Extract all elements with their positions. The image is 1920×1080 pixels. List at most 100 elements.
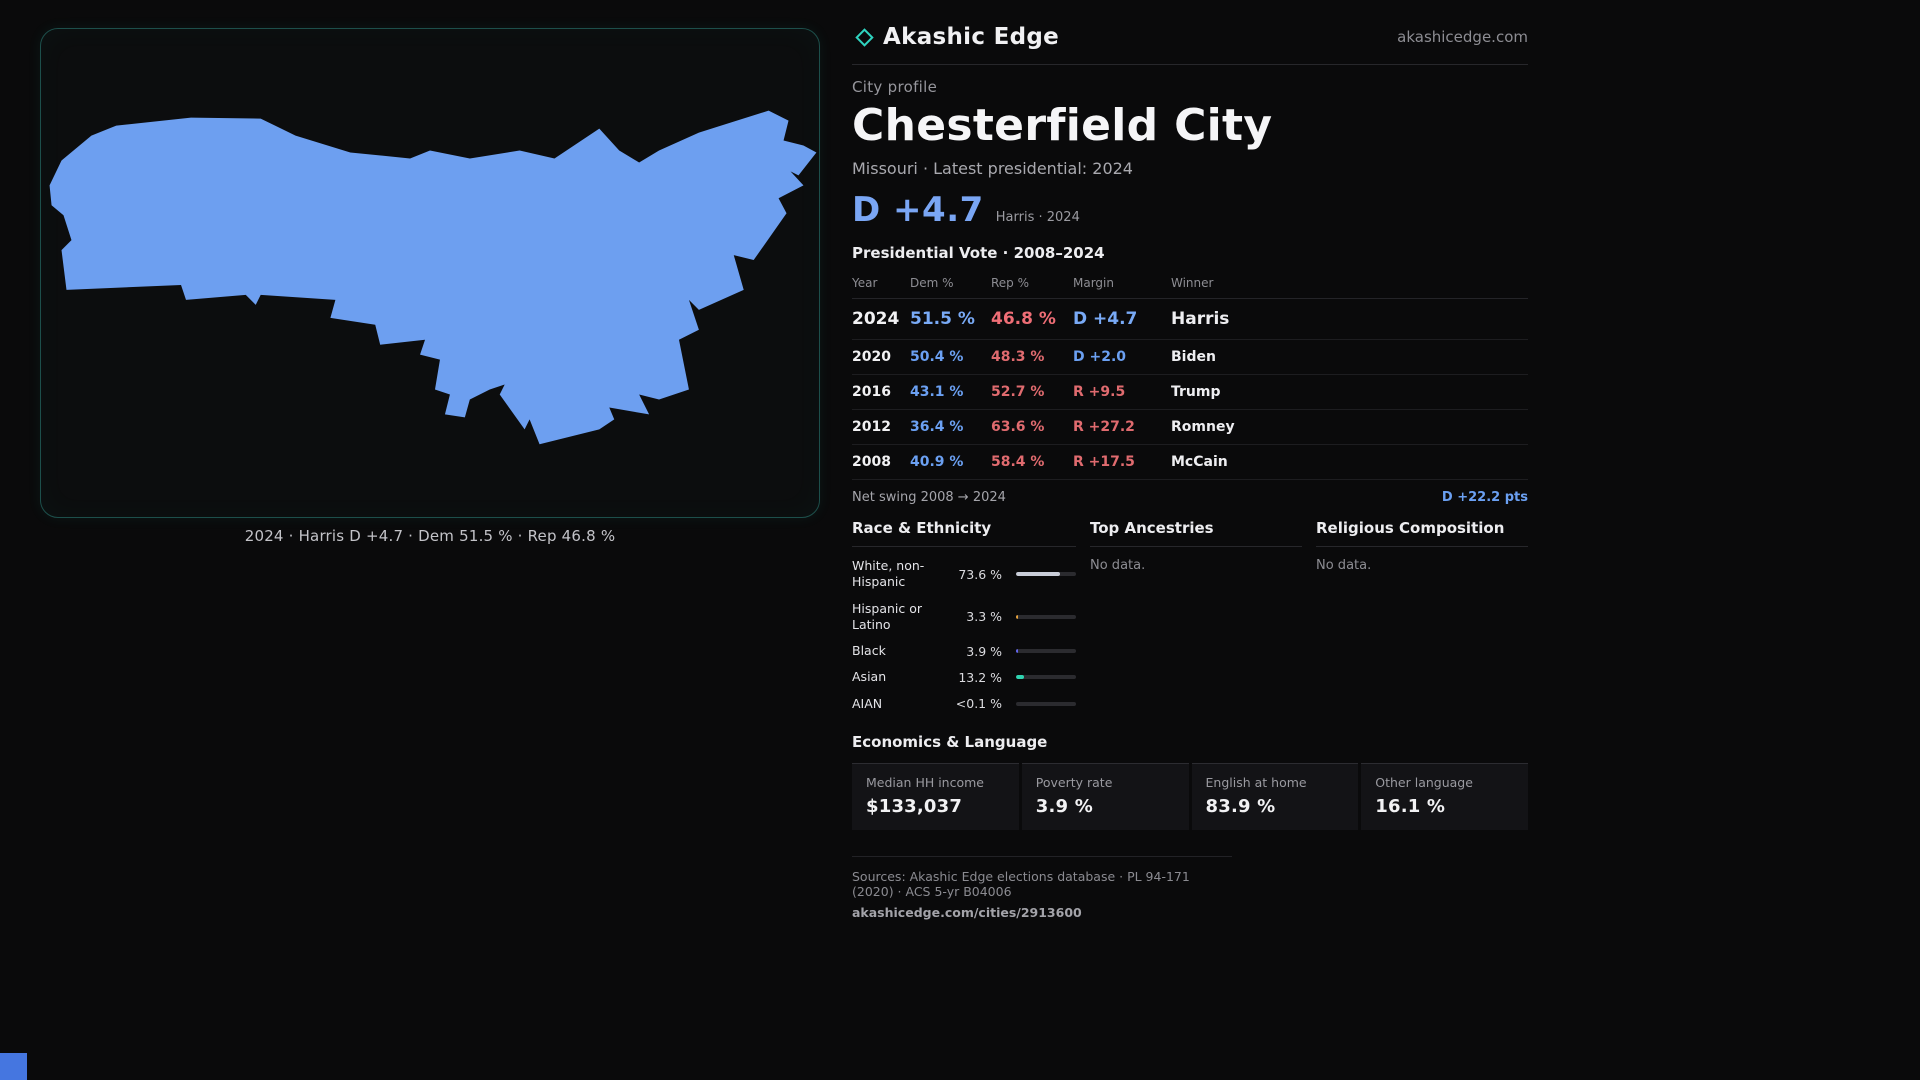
row-dem: 51.5 %	[910, 309, 975, 329]
brand-name: Akashic Edge	[883, 24, 1060, 50]
race-bar-track	[1016, 701, 1076, 706]
row-margin: R +27.2	[1073, 419, 1135, 435]
stat-value: 83.9 %	[1205, 795, 1276, 817]
col-year: Year	[852, 276, 878, 290]
page-subtitle: Missouri · Latest presidential: 2024	[852, 159, 1133, 178]
profile-panel: Akashic Edge akashicedge.com City profil…	[852, 24, 1528, 920]
net-swing-label: Net swing 2008 → 2024	[852, 490, 1006, 505]
corner-marker	[0, 1053, 27, 1080]
race-bar-track	[1016, 572, 1076, 577]
permalink[interactable]: akashicedge.com/cities/2913600	[852, 904, 1082, 920]
headline-margin-block: D +4.7 Harris · 2024	[852, 190, 1528, 230]
race-ethnicity-title: Race & Ethnicity	[852, 519, 1076, 547]
row-rep: 52.7 %	[991, 384, 1045, 400]
header: Akashic Edge akashicedge.com	[852, 24, 1528, 65]
stat-other-language: Other language 16.1 %	[1361, 762, 1528, 830]
top-ancestries-title: Top Ancestries	[1090, 519, 1302, 547]
list-item: Asian 13.2 %	[852, 664, 1076, 690]
row-year: 2008	[852, 454, 891, 470]
page-title: Chesterfield City	[852, 100, 1273, 151]
footer: Sources: Akashic Edge elections database…	[852, 855, 1232, 920]
stat-value: 3.9 %	[1035, 795, 1093, 817]
row-winner: Romney	[1171, 419, 1235, 435]
row-year: 2020	[852, 349, 891, 365]
religious-composition-title: Religious Composition	[1316, 519, 1528, 547]
list-item: Black 3.9 %	[852, 638, 1076, 664]
stat-label: Other language	[1375, 774, 1473, 790]
row-dem: 36.4 %	[910, 419, 964, 435]
row-rep: 58.4 %	[991, 454, 1045, 470]
stat-label: Poverty rate	[1035, 774, 1113, 790]
col-dem: Dem %	[910, 276, 954, 290]
row-rep: 63.6 %	[991, 419, 1045, 435]
race-value: <0.1 %	[955, 696, 1002, 712]
row-margin: R +9.5	[1073, 384, 1126, 400]
vote-table-header: Year Dem % Rep % Margin Winner	[852, 270, 1528, 299]
table-row: 2012 36.4 % 63.6 % R +27.2 Romney	[852, 410, 1528, 445]
map-caption: 2024 · Harris D +4.7 · Dem 51.5 % · Rep …	[244, 527, 616, 545]
row-year: 2016	[852, 384, 891, 400]
row-year: 2024	[852, 309, 900, 329]
row-dem: 50.4 %	[910, 349, 964, 365]
row-margin: D +2.0	[1073, 349, 1127, 365]
race-label: Asian	[852, 669, 887, 685]
table-row: 2020 50.4 % 48.3 % D +2.0 Biden	[852, 340, 1528, 375]
race-label: AIAN	[852, 695, 883, 711]
headline-margin-context: Harris · 2024	[995, 210, 1080, 225]
sources-line: Sources: Akashic Edge elections database…	[852, 868, 1190, 899]
stat-median-hh-income: Median HH income $133,037	[852, 762, 1019, 830]
economics-title: Economics & Language	[852, 732, 1048, 751]
race-label: White, non-Hispanic	[852, 558, 925, 590]
economics-stats: Median HH income $133,037 Poverty rate 3…	[852, 762, 1528, 830]
col-winner: Winner	[1171, 276, 1214, 290]
race-value: 3.9 %	[966, 643, 1002, 659]
race-ethnicity-column: Race & Ethnicity White, non-Hispanic 73.…	[852, 519, 1076, 717]
row-margin: R +17.5	[1073, 454, 1135, 470]
col-margin: Margin	[1073, 276, 1114, 290]
table-row: 2008 40.9 % 58.4 % R +17.5 McCain	[852, 445, 1528, 480]
race-bar-track	[1016, 675, 1076, 680]
brand-domain-link[interactable]: akashicedge.com	[1397, 28, 1528, 46]
row-rep: 46.8 %	[991, 309, 1056, 329]
row-winner: McCain	[1171, 454, 1228, 470]
row-dem: 40.9 %	[910, 454, 964, 470]
vote-table: Year Dem % Rep % Margin Winner 2024 51.5…	[852, 270, 1528, 480]
row-rep: 48.3 %	[991, 349, 1045, 365]
stat-label: English at home	[1205, 774, 1307, 790]
demographics-section: Race & Ethnicity White, non-Hispanic 73.…	[852, 519, 1528, 717]
col-rep: Rep %	[991, 276, 1030, 290]
religion-no-data: No data.	[1316, 558, 1372, 573]
page-kicker: City profile	[852, 78, 938, 96]
row-winner: Harris	[1171, 309, 1230, 329]
race-bar-track	[1016, 649, 1076, 654]
ancestries-no-data: No data.	[1090, 558, 1146, 573]
race-bar-fill	[1016, 649, 1019, 654]
brand-diamond-icon	[855, 27, 874, 47]
city-boundary-map	[49, 110, 817, 445]
vote-table-title: Presidential Vote · 2008–2024	[852, 244, 1105, 262]
race-bar-fill	[1016, 614, 1018, 619]
top-ancestries-column: Top Ancestries No data.	[1090, 519, 1302, 717]
stat-value: $133,037	[866, 795, 963, 817]
stat-english-at-home: English at home 83.9 %	[1191, 762, 1359, 830]
headline-margin-value: D +4.7	[852, 190, 984, 230]
race-rows: White, non-Hispanic 73.6 % Hispanic or L…	[852, 553, 1076, 717]
row-winner: Trump	[1171, 384, 1221, 400]
list-item: Hispanic or Latino 3.3 %	[852, 596, 1076, 639]
net-swing-row: Net swing 2008 → 2024 D +22.2 pts	[852, 480, 1528, 517]
city-map-panel	[40, 28, 820, 518]
row-dem: 43.1 %	[910, 384, 964, 400]
race-value: 73.6 %	[958, 566, 1002, 582]
stat-value: 16.1 %	[1375, 795, 1446, 817]
race-label: Black	[852, 643, 886, 658]
table-row: 2024 51.5 % 46.8 % D +4.7 Harris	[852, 299, 1528, 340]
race-value: 3.3 %	[966, 609, 1002, 625]
net-swing-value: D +22.2 pts	[1441, 490, 1528, 505]
race-value: 13.2 %	[958, 669, 1002, 685]
race-bar-fill	[1016, 675, 1024, 680]
religious-composition-column: Religious Composition No data.	[1316, 519, 1528, 717]
row-winner: Biden	[1171, 349, 1216, 365]
row-year: 2012	[852, 419, 891, 435]
city-boundary-shape	[49, 110, 817, 445]
stat-poverty-rate: Poverty rate 3.9 %	[1021, 762, 1189, 830]
